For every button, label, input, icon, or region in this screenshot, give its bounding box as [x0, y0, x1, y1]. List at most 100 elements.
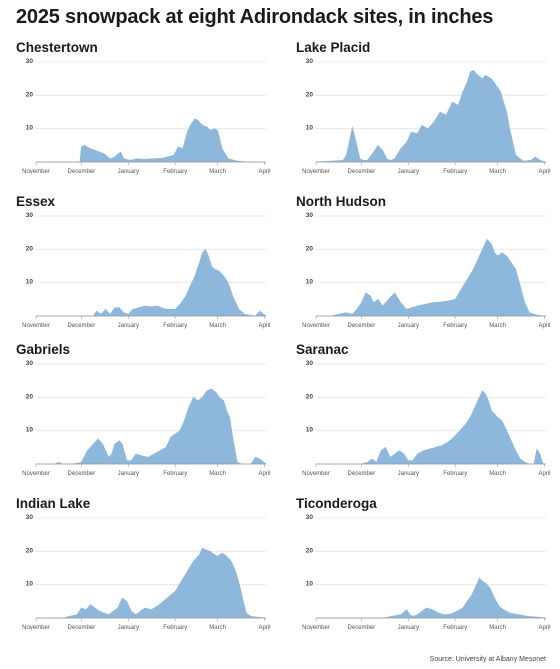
x-tick-label: April	[258, 323, 270, 329]
snowpack-area	[36, 388, 267, 465]
x-tick-label: January	[398, 471, 419, 477]
panel-title: Chestertown	[16, 40, 98, 55]
snowpack-area	[36, 547, 267, 619]
panel-essex: Essex 10 20 30 November December January Febru…	[16, 194, 278, 344]
x-tick-label: December	[68, 169, 96, 175]
x-tick-label: February	[443, 471, 467, 477]
area-chart: 10 20 30 November December January February Mar…	[22, 514, 270, 631]
area-chart: 10 20 30 November December January February Mar…	[22, 360, 270, 477]
x-tick-label: April	[258, 625, 270, 631]
x-tick-label: January	[398, 625, 419, 631]
y-tick-label: 10	[306, 427, 314, 434]
source-note: Source: University at Albany Mesonet	[429, 656, 546, 663]
panel-title: North Hudson	[296, 194, 386, 209]
x-tick-label: January	[118, 625, 139, 631]
area-chart: 10 20 30 November December January February Mar…	[22, 212, 270, 329]
x-tick-label: March	[209, 471, 226, 477]
y-tick-label: 10	[306, 125, 314, 132]
y-tick-label: 20	[26, 393, 34, 400]
x-tick-label: January	[118, 323, 139, 329]
snowpack-area	[316, 577, 547, 619]
x-tick-label: November	[22, 169, 50, 175]
panel-chestertown: Chestertown 10 20 30 November December Januar…	[16, 40, 278, 190]
y-tick-label: 30	[26, 212, 34, 219]
x-tick-label: April	[538, 471, 550, 477]
x-tick-label: December	[348, 169, 376, 175]
x-tick-label: February	[163, 625, 187, 631]
x-tick-label: November	[22, 625, 50, 631]
x-tick-label: February	[443, 169, 467, 175]
x-tick-label: February	[163, 471, 187, 477]
panel-ticonderoga: Ticonderoga 10 20 30 November December Januar…	[296, 496, 558, 646]
x-tick-label: February	[443, 323, 467, 329]
x-tick-label: December	[348, 323, 376, 329]
x-tick-label: February	[163, 169, 187, 175]
area-chart: 10 20 30 November December January February Mar…	[302, 514, 550, 631]
x-tick-label: April	[538, 323, 550, 329]
x-tick-label: April	[538, 625, 550, 631]
snowpack-area	[36, 248, 267, 317]
x-tick-label: November	[302, 323, 330, 329]
snowpack-area	[316, 390, 546, 465]
x-tick-label: March	[489, 625, 506, 631]
y-tick-label: 10	[306, 279, 314, 286]
panel-title: Saranac	[296, 342, 349, 357]
panel-lake-placid: Lake Placid 10 20 30 November December Januar…	[296, 40, 558, 190]
area-chart: 10 20 30 November December January February Mar…	[302, 58, 550, 175]
x-tick-label: March	[489, 169, 506, 175]
y-tick-label: 10	[26, 581, 34, 588]
x-tick-label: December	[68, 471, 96, 477]
panel-title: Essex	[16, 194, 56, 209]
snowpack-area	[316, 238, 547, 317]
y-tick-label: 20	[306, 91, 314, 98]
x-tick-label: December	[348, 625, 376, 631]
area-chart: 10 20 30 November December January February Mar…	[22, 58, 270, 175]
y-tick-label: 30	[306, 212, 314, 219]
y-tick-label: 30	[306, 514, 314, 521]
x-tick-label: January	[118, 471, 139, 477]
panel-title: Lake Placid	[296, 40, 371, 55]
x-tick-label: December	[348, 471, 376, 477]
x-tick-label: February	[443, 625, 467, 631]
x-tick-label: January	[398, 323, 419, 329]
panel-gabriels: Gabriels 10 20 30 November December January Fe…	[16, 342, 278, 492]
x-tick-label: April	[258, 471, 270, 477]
x-tick-label: November	[302, 471, 330, 477]
x-tick-label: November	[22, 471, 50, 477]
snowpack-area	[315, 69, 547, 163]
y-tick-label: 30	[26, 360, 34, 367]
y-tick-label: 20	[306, 245, 314, 252]
x-tick-label: January	[118, 169, 139, 175]
x-tick-label: March	[209, 169, 226, 175]
y-tick-label: 30	[306, 360, 314, 367]
panel-title: Ticonderoga	[296, 496, 377, 511]
x-tick-label: December	[68, 323, 96, 329]
x-tick-label: November	[22, 323, 50, 329]
x-tick-label: March	[489, 471, 506, 477]
y-tick-label: 30	[26, 514, 34, 521]
y-tick-label: 20	[26, 547, 34, 554]
panel-indian-lake: Indian Lake 10 20 30 November December Januar…	[16, 496, 278, 646]
y-tick-label: 20	[306, 393, 314, 400]
x-tick-label: November	[302, 169, 330, 175]
y-tick-label: 10	[306, 581, 314, 588]
x-tick-label: March	[489, 323, 506, 329]
x-tick-label: March	[209, 323, 226, 329]
x-tick-label: April	[258, 169, 270, 175]
x-tick-label: November	[302, 625, 330, 631]
x-tick-label: April	[538, 169, 550, 175]
x-tick-label: January	[398, 169, 419, 175]
y-tick-label: 30	[306, 58, 314, 65]
y-tick-label: 30	[26, 58, 34, 65]
y-tick-label: 20	[306, 547, 314, 554]
area-chart: 10 20 30 November December January February Mar…	[302, 360, 550, 477]
panel-saranac: Saranac 10 20 30 November December January Feb…	[296, 342, 558, 492]
y-tick-label: 20	[26, 245, 34, 252]
x-tick-label: March	[209, 625, 226, 631]
y-tick-label: 20	[26, 91, 34, 98]
y-tick-label: 10	[26, 279, 34, 286]
x-tick-label: February	[163, 323, 187, 329]
chart-title: 2025 snowpack at eight Adirondack sites,…	[16, 6, 494, 28]
y-tick-label: 10	[26, 427, 34, 434]
panel-title: Indian Lake	[16, 496, 91, 511]
